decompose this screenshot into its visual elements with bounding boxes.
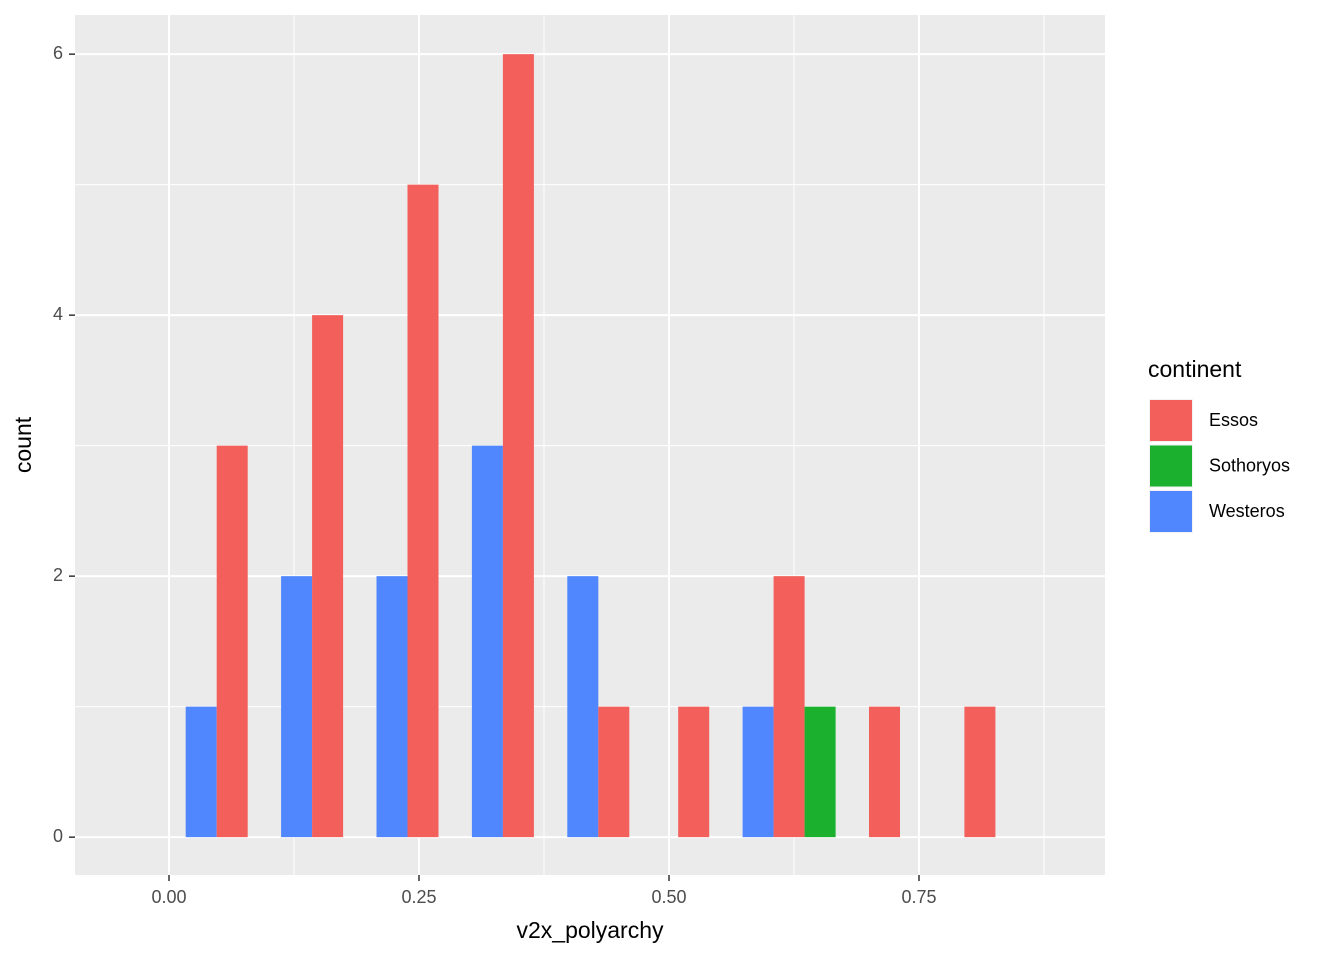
legend-label: Essos bbox=[1209, 410, 1258, 430]
bar bbox=[804, 706, 836, 838]
legend-label: Sothoryos bbox=[1209, 455, 1290, 475]
legend-swatch bbox=[1150, 445, 1192, 487]
bar bbox=[281, 576, 313, 838]
bar bbox=[312, 315, 344, 838]
bar bbox=[376, 576, 408, 838]
y-tick-label: 4 bbox=[53, 304, 63, 324]
bar bbox=[567, 576, 599, 838]
bar bbox=[964, 706, 996, 838]
legend-label: Westeros bbox=[1209, 501, 1285, 521]
bar bbox=[471, 445, 503, 838]
bar bbox=[502, 54, 534, 838]
bar bbox=[185, 706, 217, 838]
bar bbox=[407, 184, 439, 838]
grid bbox=[75, 15, 1105, 875]
y-tick-label: 6 bbox=[53, 43, 63, 63]
y-axis-title: count bbox=[10, 416, 36, 473]
bar bbox=[773, 576, 805, 838]
bars bbox=[185, 54, 996, 838]
x-tick-label: 0.50 bbox=[651, 887, 686, 907]
bar bbox=[742, 706, 774, 838]
x-axis-title: v2x_polyarchy bbox=[516, 917, 664, 943]
y-tick-label: 0 bbox=[53, 826, 63, 846]
legend-swatch bbox=[1150, 491, 1192, 532]
y-tick-label: 2 bbox=[53, 565, 63, 585]
bar bbox=[868, 706, 901, 838]
x-tick-label: 0.25 bbox=[401, 887, 436, 907]
legend-swatch bbox=[1150, 400, 1192, 441]
bar bbox=[216, 445, 248, 838]
x-tick-label: 0.00 bbox=[151, 887, 186, 907]
bar bbox=[598, 706, 630, 838]
legend-title: continent bbox=[1148, 356, 1242, 382]
bar bbox=[678, 706, 710, 838]
x-tick-label: 0.75 bbox=[901, 887, 936, 907]
